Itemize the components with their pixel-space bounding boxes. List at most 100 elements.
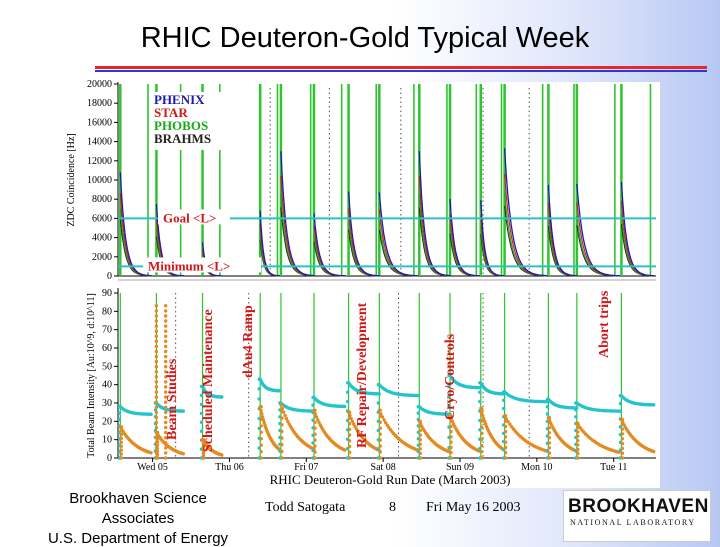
beam-study-spike-point <box>164 441 168 445</box>
beam-study-spike-point <box>154 309 159 313</box>
deuteron-intensity-point <box>257 387 261 391</box>
deuteron-intensity-point <box>199 384 204 389</box>
deuteron-intensity-point <box>447 394 451 398</box>
phenix-fill-curve <box>547 184 578 277</box>
beam-study-spike-point <box>154 456 159 460</box>
gold-intensity-point <box>259 449 263 454</box>
gold-intensity-point <box>620 422 625 426</box>
gold-intensity-point <box>482 419 487 423</box>
gold-intensity-point <box>576 438 580 443</box>
beam-study-spike-point <box>164 349 168 354</box>
gold-intensity-point <box>119 440 124 445</box>
gold-intensity-point <box>576 443 580 447</box>
gold-intensity-point <box>313 408 317 412</box>
beam-study-spike-point <box>154 365 159 369</box>
bottom-y-axis-label: Total Beam Intensity [Au:10^9, d:10^11] <box>86 293 97 458</box>
phenix-fill-curve <box>378 192 419 277</box>
beam-study-spike-point <box>164 390 168 394</box>
gold-intensity-point <box>418 451 422 456</box>
deuteron-intensity-point <box>311 395 315 400</box>
gold-intensity-point <box>347 456 352 460</box>
deuteron-intensity-point <box>545 405 550 409</box>
axis-text: 0 2000 4000 6000 8000 10000 12000 14000 16000 180… <box>66 79 627 487</box>
gold-intensity-point <box>449 445 453 450</box>
gold-intensity-point <box>382 418 386 422</box>
gold-intensity-point <box>503 440 508 444</box>
beam-study-spike-point <box>154 420 159 425</box>
deuteron-intensity-point <box>118 411 121 415</box>
bottom-plot-area <box>118 293 656 460</box>
top-y-tick-label: 12000 <box>87 156 112 167</box>
beam-study-spike-point <box>154 451 159 455</box>
deuteron-intensity-point <box>477 385 481 390</box>
beam-study-spike-point <box>164 344 168 349</box>
deuteron-intensity-point <box>447 384 451 388</box>
deuteron-intensity-point <box>478 381 482 385</box>
deuteron-intensity-point <box>199 420 204 424</box>
gold-intensity-point <box>378 438 382 442</box>
beam-study-spike-point <box>164 370 168 374</box>
phenix-fill-curve <box>576 183 620 277</box>
bottom-y-tick-label: 90 <box>102 288 112 299</box>
gold-intensity-point <box>576 430 580 434</box>
gold-intensity-point <box>449 451 453 455</box>
gold-intensity-point <box>547 426 552 430</box>
beam-study-spike-point <box>164 314 168 318</box>
gold-intensity-point <box>280 403 284 407</box>
gold-intensity-point <box>313 444 317 448</box>
beam-study-spike-point <box>164 334 168 338</box>
gold-intensity-point <box>283 413 287 418</box>
gold-intensity-point <box>280 443 284 447</box>
gold-intensity-point <box>503 424 508 429</box>
beam-study-spike-point <box>164 365 168 369</box>
gold-intensity-point <box>418 419 422 423</box>
beam-study-spike-point <box>164 420 168 425</box>
deuteron-intensity-point <box>501 398 506 402</box>
deuteron-intensity-point <box>618 409 623 413</box>
bottom-panel: Beam Studies Scheduled Maintenance dAu4 Ra… <box>114 279 656 462</box>
event-annotation: Cryo/Controls <box>443 333 458 420</box>
beam-study-spike-point <box>164 324 168 328</box>
gold-intensity-point <box>119 452 124 456</box>
gold-intensity-point <box>119 432 124 437</box>
gold-intensity-point <box>259 417 263 422</box>
deuteron-intensity-point <box>257 377 261 381</box>
beam-study-spike-point <box>164 446 168 450</box>
gold-intensity-point <box>280 429 284 434</box>
gold-intensity-point <box>280 449 284 454</box>
goal-label-bg <box>158 209 230 225</box>
gold-intensity-point <box>313 432 317 436</box>
legend-entry-brahms: BRAHMS <box>154 131 211 146</box>
beam-study-spike-point <box>154 304 159 308</box>
beam-study-spike-point <box>164 309 168 313</box>
gold-intensity-point <box>480 431 484 435</box>
deuteron-intensity-point <box>478 390 482 394</box>
footer-page-number: 8 <box>389 500 396 515</box>
beam-study-spike-point <box>164 319 168 323</box>
deuteron-intensity-point <box>345 418 350 423</box>
gold-intensity-point <box>280 409 284 414</box>
gold-intensity-point <box>313 412 317 416</box>
gold-intensity-point <box>547 456 552 460</box>
gold-intensity-point <box>119 429 124 433</box>
gold-intensity-point <box>280 436 284 440</box>
footer-date: Fri May 16 2003 <box>426 500 521 515</box>
beam-study-spike-point <box>164 329 168 333</box>
bottom-y-tick-label: 10 <box>102 435 112 446</box>
gold-intensity-point <box>576 421 580 425</box>
bottom-y-tick-label: 60 <box>102 343 112 354</box>
gold-intensity-point <box>620 456 625 460</box>
beam-study-spike-point <box>154 344 159 349</box>
deuteron-intensity-point <box>199 411 204 415</box>
gold-intensity-point <box>503 445 508 450</box>
beam-study-spike-point <box>154 405 159 409</box>
day-tick-label: Sat 08 <box>371 462 396 473</box>
deuteron-intensity-point <box>199 402 204 407</box>
gold-intensity-point <box>347 410 352 414</box>
beam-study-spike-point <box>164 359 168 364</box>
gold-intensity-point <box>259 443 263 447</box>
gold-intensity-point <box>449 419 453 423</box>
gold-intensity-point <box>119 444 124 448</box>
day-tick-label: Wed 05 <box>137 462 168 473</box>
footer-org-line1: Brookhaven Science <box>69 490 207 507</box>
